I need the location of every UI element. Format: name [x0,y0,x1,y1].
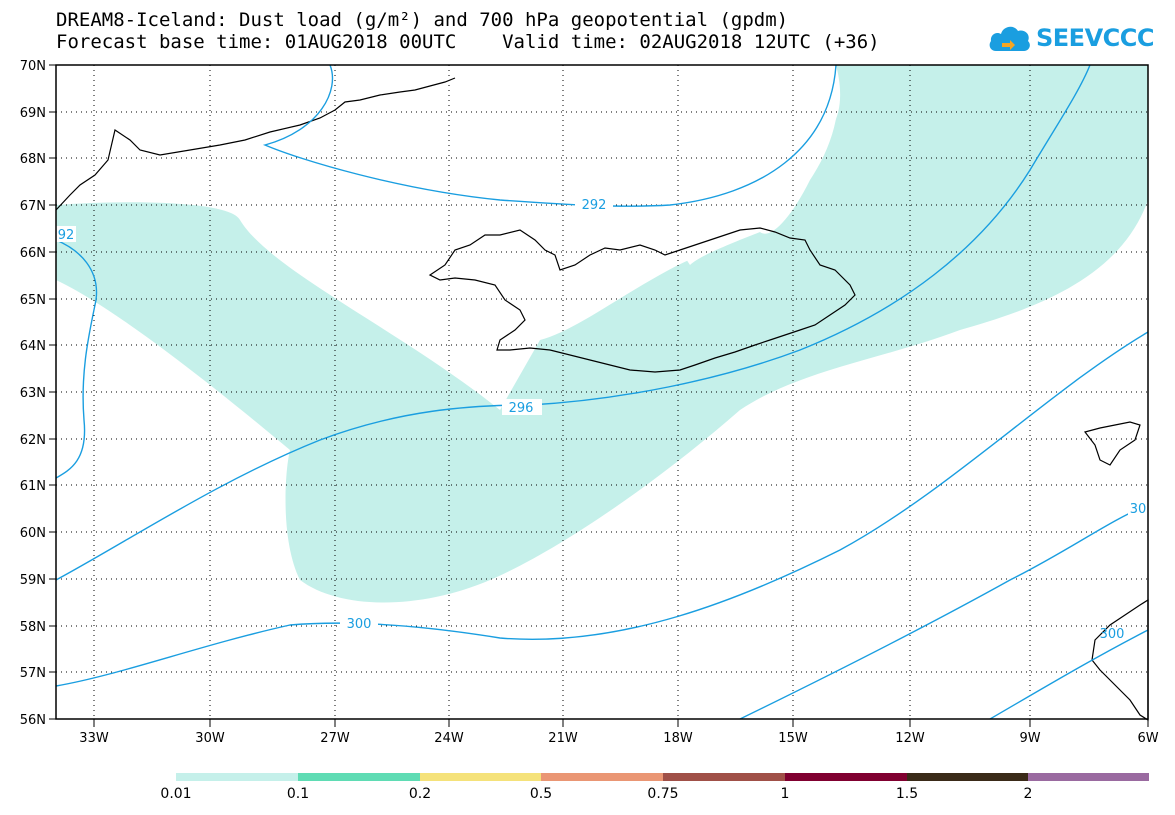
lat-label: 59N [20,573,46,588]
colorbar-segment [907,773,1028,781]
forecast-time-subtitle: Forecast base time: 01AUG2018 00UTC Vali… [56,31,880,53]
contour-labels: 292 92 296 300 30 300 [56,196,1148,642]
lon-label: 12W [895,731,925,746]
contour-label: 92 [58,228,75,243]
colorbar-label: 0.2 [408,786,432,802]
contour-label: 292 [582,198,607,213]
colorbar [176,773,1149,781]
lon-label: 24W [434,731,464,746]
lon-label: 27W [320,731,350,746]
lon-label: 18W [663,731,693,746]
contour-label: 296 [509,401,534,416]
lat-label: 62N [20,433,46,448]
latitude-labels: 70N 69N 68N 67N 66N 65N 64N 63N 62N 61N … [20,59,46,728]
lat-label: 69N [20,106,46,121]
seevccc-logo: SEEVCCC [988,20,1155,56]
colorbar-label: 0.01 [160,786,192,802]
lon-label: 9W [1019,731,1040,746]
lon-label: 6W [1137,731,1158,746]
colorbar-label: 1.5 [895,786,919,802]
contour-label: 300 [1100,627,1125,642]
colorbar-segment [420,773,541,781]
lat-label: 58N [20,620,46,635]
lat-label: 64N [20,339,46,354]
lat-label: 66N [20,246,46,261]
colorbar-label: 0.1 [286,786,310,802]
cloud-logo-icon [989,26,1030,51]
lat-label: 63N [20,386,46,401]
contour-label: 300 [347,617,372,632]
lat-label: 57N [20,666,46,681]
lon-label: 15W [778,731,808,746]
lat-label: 68N [20,152,46,167]
lat-label: 70N [20,59,46,74]
colorbar-label: 0.5 [529,786,553,802]
colorbar-segment [541,773,663,781]
colorbar-label: 0.75 [647,786,679,802]
lon-label: 33W [79,731,109,746]
colorbar-segment [1028,773,1149,781]
lat-label: 61N [20,479,46,494]
contour-label: 30 [1130,502,1147,517]
lon-label: 21W [548,731,578,746]
colorbar-segment [298,773,420,781]
lat-label: 65N [20,293,46,308]
longitude-labels: 33W 30W 27W 24W 21W 18W 15W 12W 9W 6W [79,731,1158,746]
lat-label: 60N [20,526,46,541]
colorbar-segment [663,773,785,781]
map-title: DREAM8-Iceland: Dust load (g/m²) and 700… [56,9,789,31]
axis-ticks [49,64,1149,727]
lat-label: 67N [20,199,46,214]
colorbar-label: 1 [780,786,790,802]
colorbar-segment [785,773,907,781]
logo-text: SEEVCCC [1036,24,1155,52]
lon-label: 30W [195,731,225,746]
colorbar-segment [176,773,298,781]
coastlines [55,77,1149,722]
lat-label: 56N [20,713,46,728]
graticule [56,65,1148,719]
colorbar-label: 2 [1023,786,1033,802]
geopotential-contours [55,64,1149,720]
